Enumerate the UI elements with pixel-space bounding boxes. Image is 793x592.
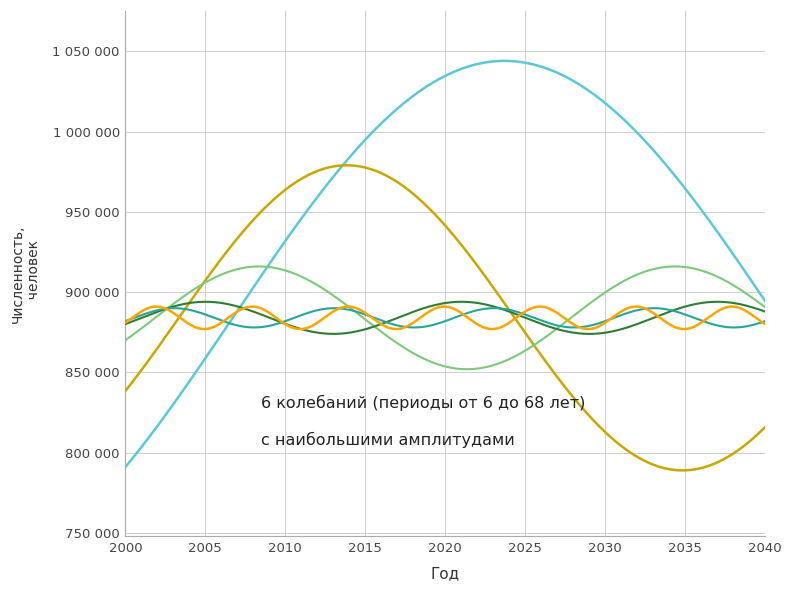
Text: 6 колебаний (периоды от 6 до 68 лет): 6 колебаний (периоды от 6 до 68 лет) (262, 395, 586, 411)
Text: с наибольшими амплитудами: с наибольшими амплитудами (262, 432, 515, 448)
X-axis label: Год: Год (431, 566, 460, 581)
Y-axis label: Численность,
  человек: Численность, человек (11, 224, 41, 323)
